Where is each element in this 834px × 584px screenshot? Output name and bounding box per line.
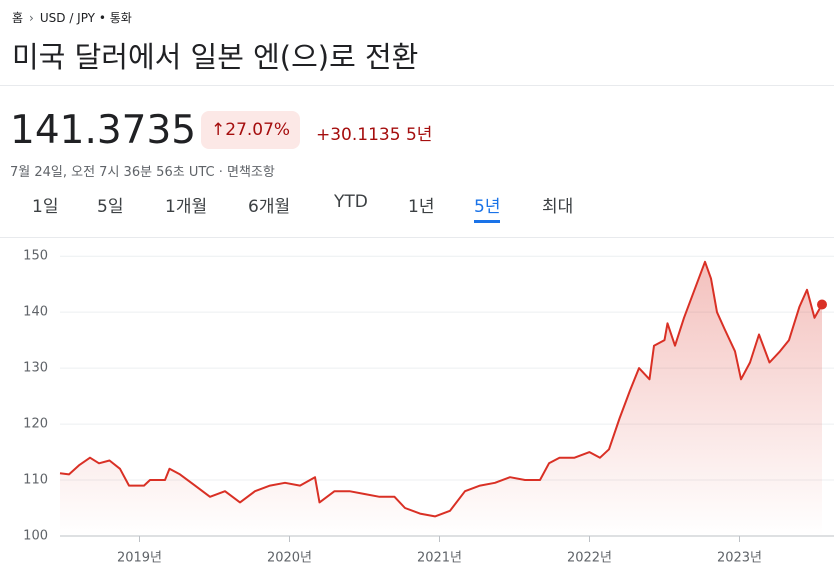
range-tab[interactable]: 6개월 (248, 197, 291, 217)
range-tab[interactable]: 5일 (97, 197, 124, 217)
range-tab[interactable]: 5년 (474, 192, 501, 223)
up-arrow: ↑ (211, 120, 226, 140)
change-period: 5년 (405, 125, 433, 145)
x-tick-label: 2023년 (717, 551, 762, 566)
x-tick-label: 2020년 (267, 551, 312, 566)
divider (0, 85, 834, 86)
y-tick-label: 140 (23, 305, 48, 320)
breadcrumb-current: USD / JPY • 통화 (39, 11, 132, 25)
breadcrumb-home[interactable]: 홈 (12, 11, 24, 25)
range-tab[interactable]: 1개월 (165, 197, 208, 217)
y-tick-label: 130 (23, 361, 48, 376)
change: +30.1135 5년 (316, 120, 432, 145)
y-tick-label: 100 (23, 529, 48, 544)
range-tab[interactable]: 최대 (542, 197, 574, 217)
price: 141.3735 (10, 108, 197, 153)
timestamp: 7월 24일, 오전 7시 36분 56초 UTC (10, 165, 215, 180)
divider (0, 237, 834, 238)
last-point (817, 299, 827, 310)
page-title: 미국 달러에서 일본 엔(으)로 전환 (12, 40, 419, 74)
breadcrumb: 홈 › USD / JPY • 통화 (12, 9, 132, 26)
area (60, 261, 822, 536)
range-tab[interactable]: YTD (334, 192, 368, 212)
range-tab[interactable]: 1일 (32, 197, 59, 217)
y-tick-label: 120 (23, 417, 48, 432)
y-tick-label: 110 (23, 473, 48, 488)
price-line (59, 260, 823, 518)
change-percent: 27.07% (225, 120, 291, 140)
change-badge: ↑27.07% (201, 111, 301, 149)
timestamp-row: 7월 24일, 오전 7시 36분 56초 UTC · 면책조항 (10, 165, 275, 180)
x-tick-label: 2019년 (117, 551, 162, 566)
x-tick-label: 2021년 (417, 551, 462, 566)
disclaimer[interactable]: 면책조항 (227, 165, 275, 180)
change-value: +30.1135 (316, 125, 401, 145)
x-tick-label: 2022년 (567, 551, 612, 566)
y-tick-label: 150 (23, 249, 48, 264)
breadcrumb-separator: › (29, 11, 34, 25)
range-tab[interactable]: 1년 (408, 197, 435, 217)
